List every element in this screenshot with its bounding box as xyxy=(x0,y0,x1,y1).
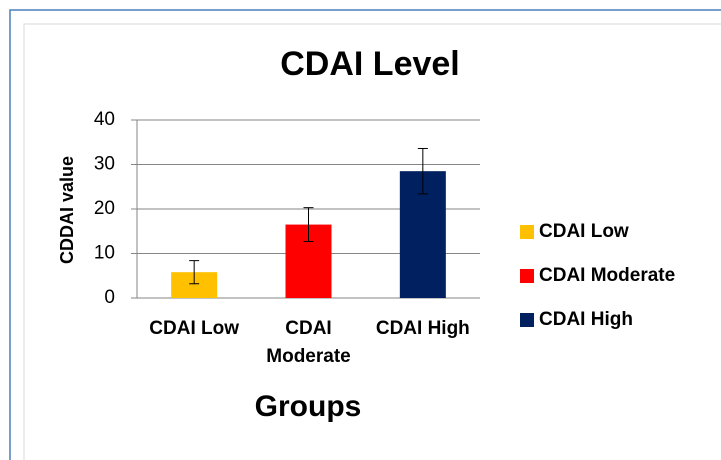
x-tick-label: CDAI High xyxy=(375,318,470,339)
x-tick-label: CDAI Moderate xyxy=(266,318,351,367)
y-tick-label: 40 xyxy=(94,109,115,130)
y-tick-label: 20 xyxy=(94,198,115,219)
y-tick-label: 10 xyxy=(94,243,115,264)
error-bar xyxy=(303,207,314,242)
legend-swatch xyxy=(520,225,534,239)
chart-title: CDAI Level xyxy=(280,45,460,83)
chart-inner-border xyxy=(23,23,721,460)
legend-label: CDAI High xyxy=(539,309,633,330)
chart-border xyxy=(9,9,721,460)
x-axis-label: Groups xyxy=(255,390,362,423)
legend-swatch xyxy=(520,269,534,283)
y-axis-label: CDDAI value xyxy=(57,156,77,264)
legend-label: CDAI Low xyxy=(539,221,629,242)
error-bar xyxy=(417,147,428,195)
y-tick-label: 0 xyxy=(104,287,115,308)
x-tick-label: CDAI Low xyxy=(149,318,240,339)
legend-label: CDAI Moderate xyxy=(539,265,675,286)
y-tick-label: 30 xyxy=(94,154,115,175)
legend-swatch xyxy=(520,313,534,327)
error-bar xyxy=(189,260,200,285)
